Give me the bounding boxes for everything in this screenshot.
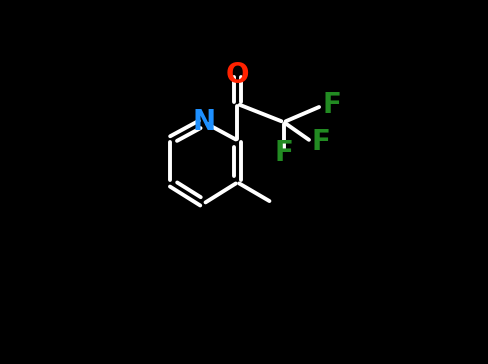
Text: O: O [226,60,249,88]
Text: F: F [274,139,293,167]
Text: N: N [192,108,215,136]
Text: F: F [323,91,342,119]
Text: F: F [312,128,331,156]
